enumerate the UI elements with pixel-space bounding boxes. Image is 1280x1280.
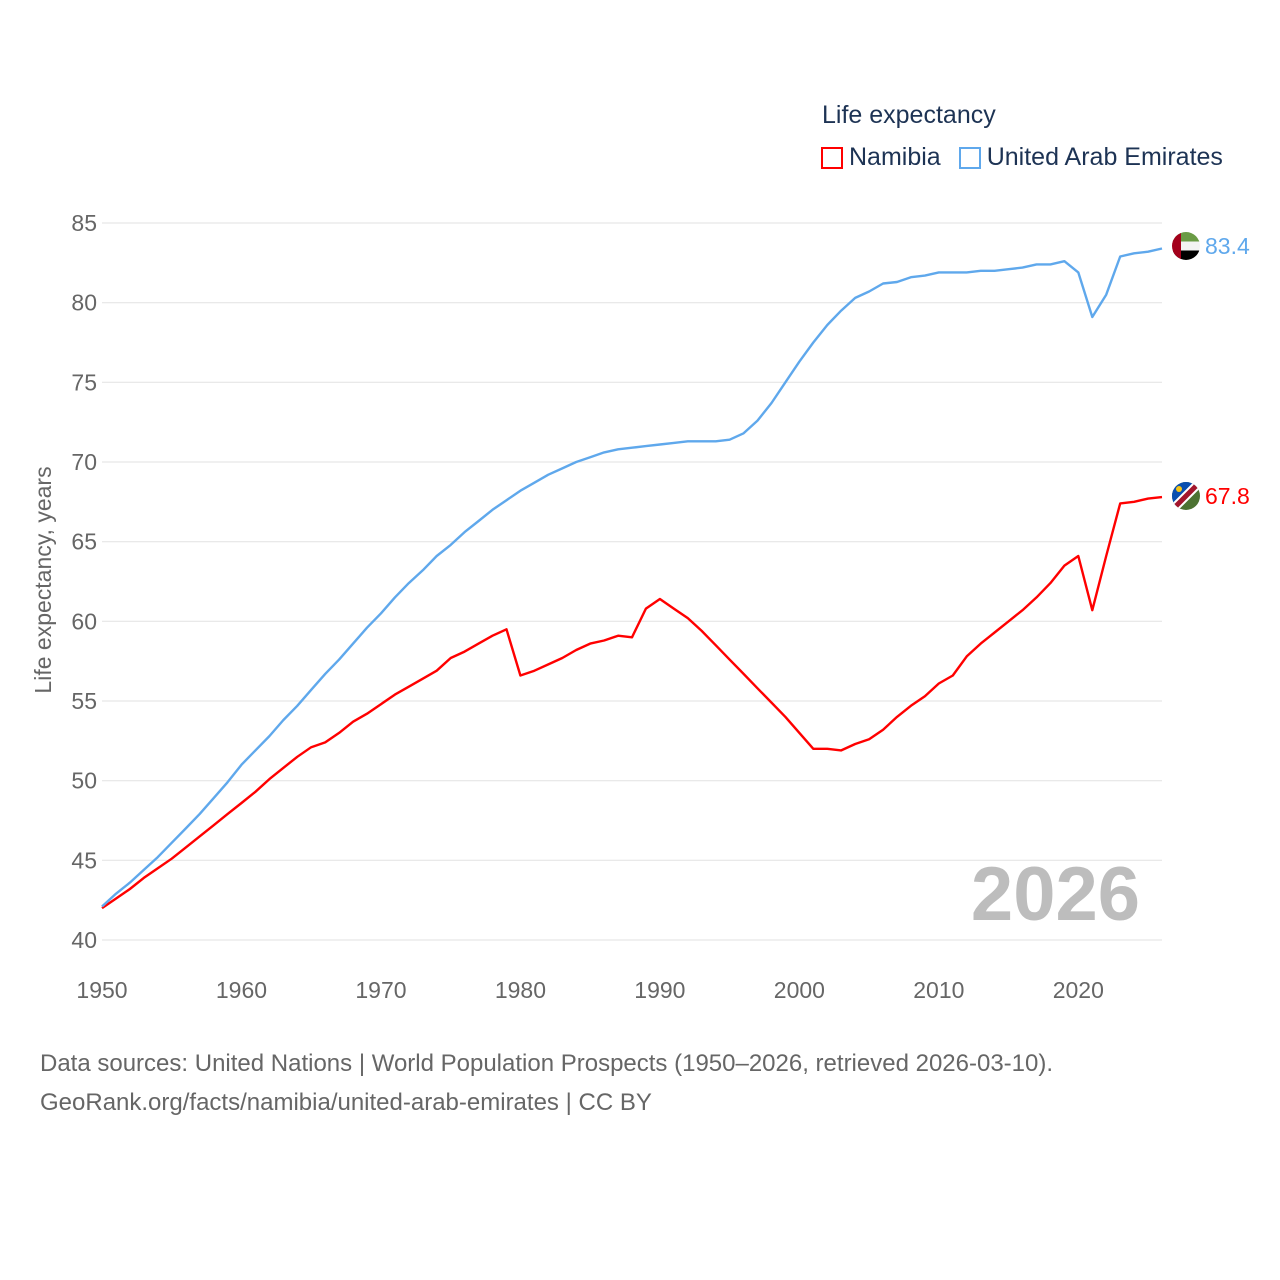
end-labels: 83.4 67.8 bbox=[1172, 232, 1250, 510]
y-tick-label: 55 bbox=[71, 688, 97, 714]
x-tick-label: 2000 bbox=[774, 977, 825, 1003]
series-lines bbox=[101, 247, 1163, 910]
namibia-flag-icon bbox=[1172, 482, 1200, 510]
legend: Namibia United Arab Emirates bbox=[821, 143, 1223, 172]
y-axis-ticks: 40 45 50 55 60 65 70 75 80 85 bbox=[71, 210, 97, 953]
y-tick-label: 60 bbox=[71, 608, 97, 634]
y-axis-label: Life expectancy, years bbox=[30, 466, 56, 693]
series-line-united-arab-emirates[interactable] bbox=[101, 247, 1163, 908]
legend-item-namibia[interactable]: Namibia bbox=[821, 143, 941, 172]
y-tick-label: 75 bbox=[71, 369, 97, 395]
uae-end-value: 83.4 bbox=[1205, 233, 1250, 259]
x-axis-ticks: 1950 1960 1970 1980 1990 2000 2010 2020 bbox=[76, 977, 1103, 1003]
y-tick-label: 80 bbox=[71, 290, 97, 316]
y-tick-label: 45 bbox=[71, 847, 97, 873]
series-line-namibia[interactable] bbox=[101, 495, 1163, 910]
grid-lines bbox=[102, 222, 1162, 941]
footer: Data sources: United Nations | World Pop… bbox=[40, 1044, 1053, 1122]
x-tick-label: 2010 bbox=[913, 977, 964, 1003]
legend-label: Namibia bbox=[849, 143, 941, 171]
y-tick-label: 50 bbox=[71, 768, 97, 794]
uae-flag-icon bbox=[1172, 232, 1200, 260]
y-tick-label: 85 bbox=[71, 210, 97, 236]
x-tick-label: 1980 bbox=[495, 977, 546, 1003]
x-tick-label: 1990 bbox=[634, 977, 685, 1003]
source-link[interactable]: GeoRank.org/facts/namibia/united-arab-em… bbox=[40, 1089, 652, 1116]
y-tick-label: 65 bbox=[71, 529, 97, 555]
legend-title: Life expectancy bbox=[822, 101, 996, 129]
y-tick-label: 40 bbox=[71, 927, 97, 953]
x-tick-label: 1960 bbox=[216, 977, 267, 1003]
data-sources: Data sources: United Nations | World Pop… bbox=[40, 1050, 1054, 1077]
y-tick-label: 70 bbox=[71, 449, 97, 475]
namibia-end-value: 67.8 bbox=[1205, 483, 1250, 509]
legend-item-uae[interactable]: United Arab Emirates bbox=[958, 143, 1223, 172]
x-tick-label: 1970 bbox=[355, 977, 406, 1003]
legend-label: United Arab Emirates bbox=[986, 143, 1223, 171]
namibia-swatch bbox=[821, 146, 843, 169]
x-tick-label: 2020 bbox=[1053, 977, 1104, 1003]
year-watermark: 2026 bbox=[971, 852, 1140, 937]
uae-swatch bbox=[958, 146, 981, 169]
x-tick-label: 1950 bbox=[76, 977, 127, 1003]
